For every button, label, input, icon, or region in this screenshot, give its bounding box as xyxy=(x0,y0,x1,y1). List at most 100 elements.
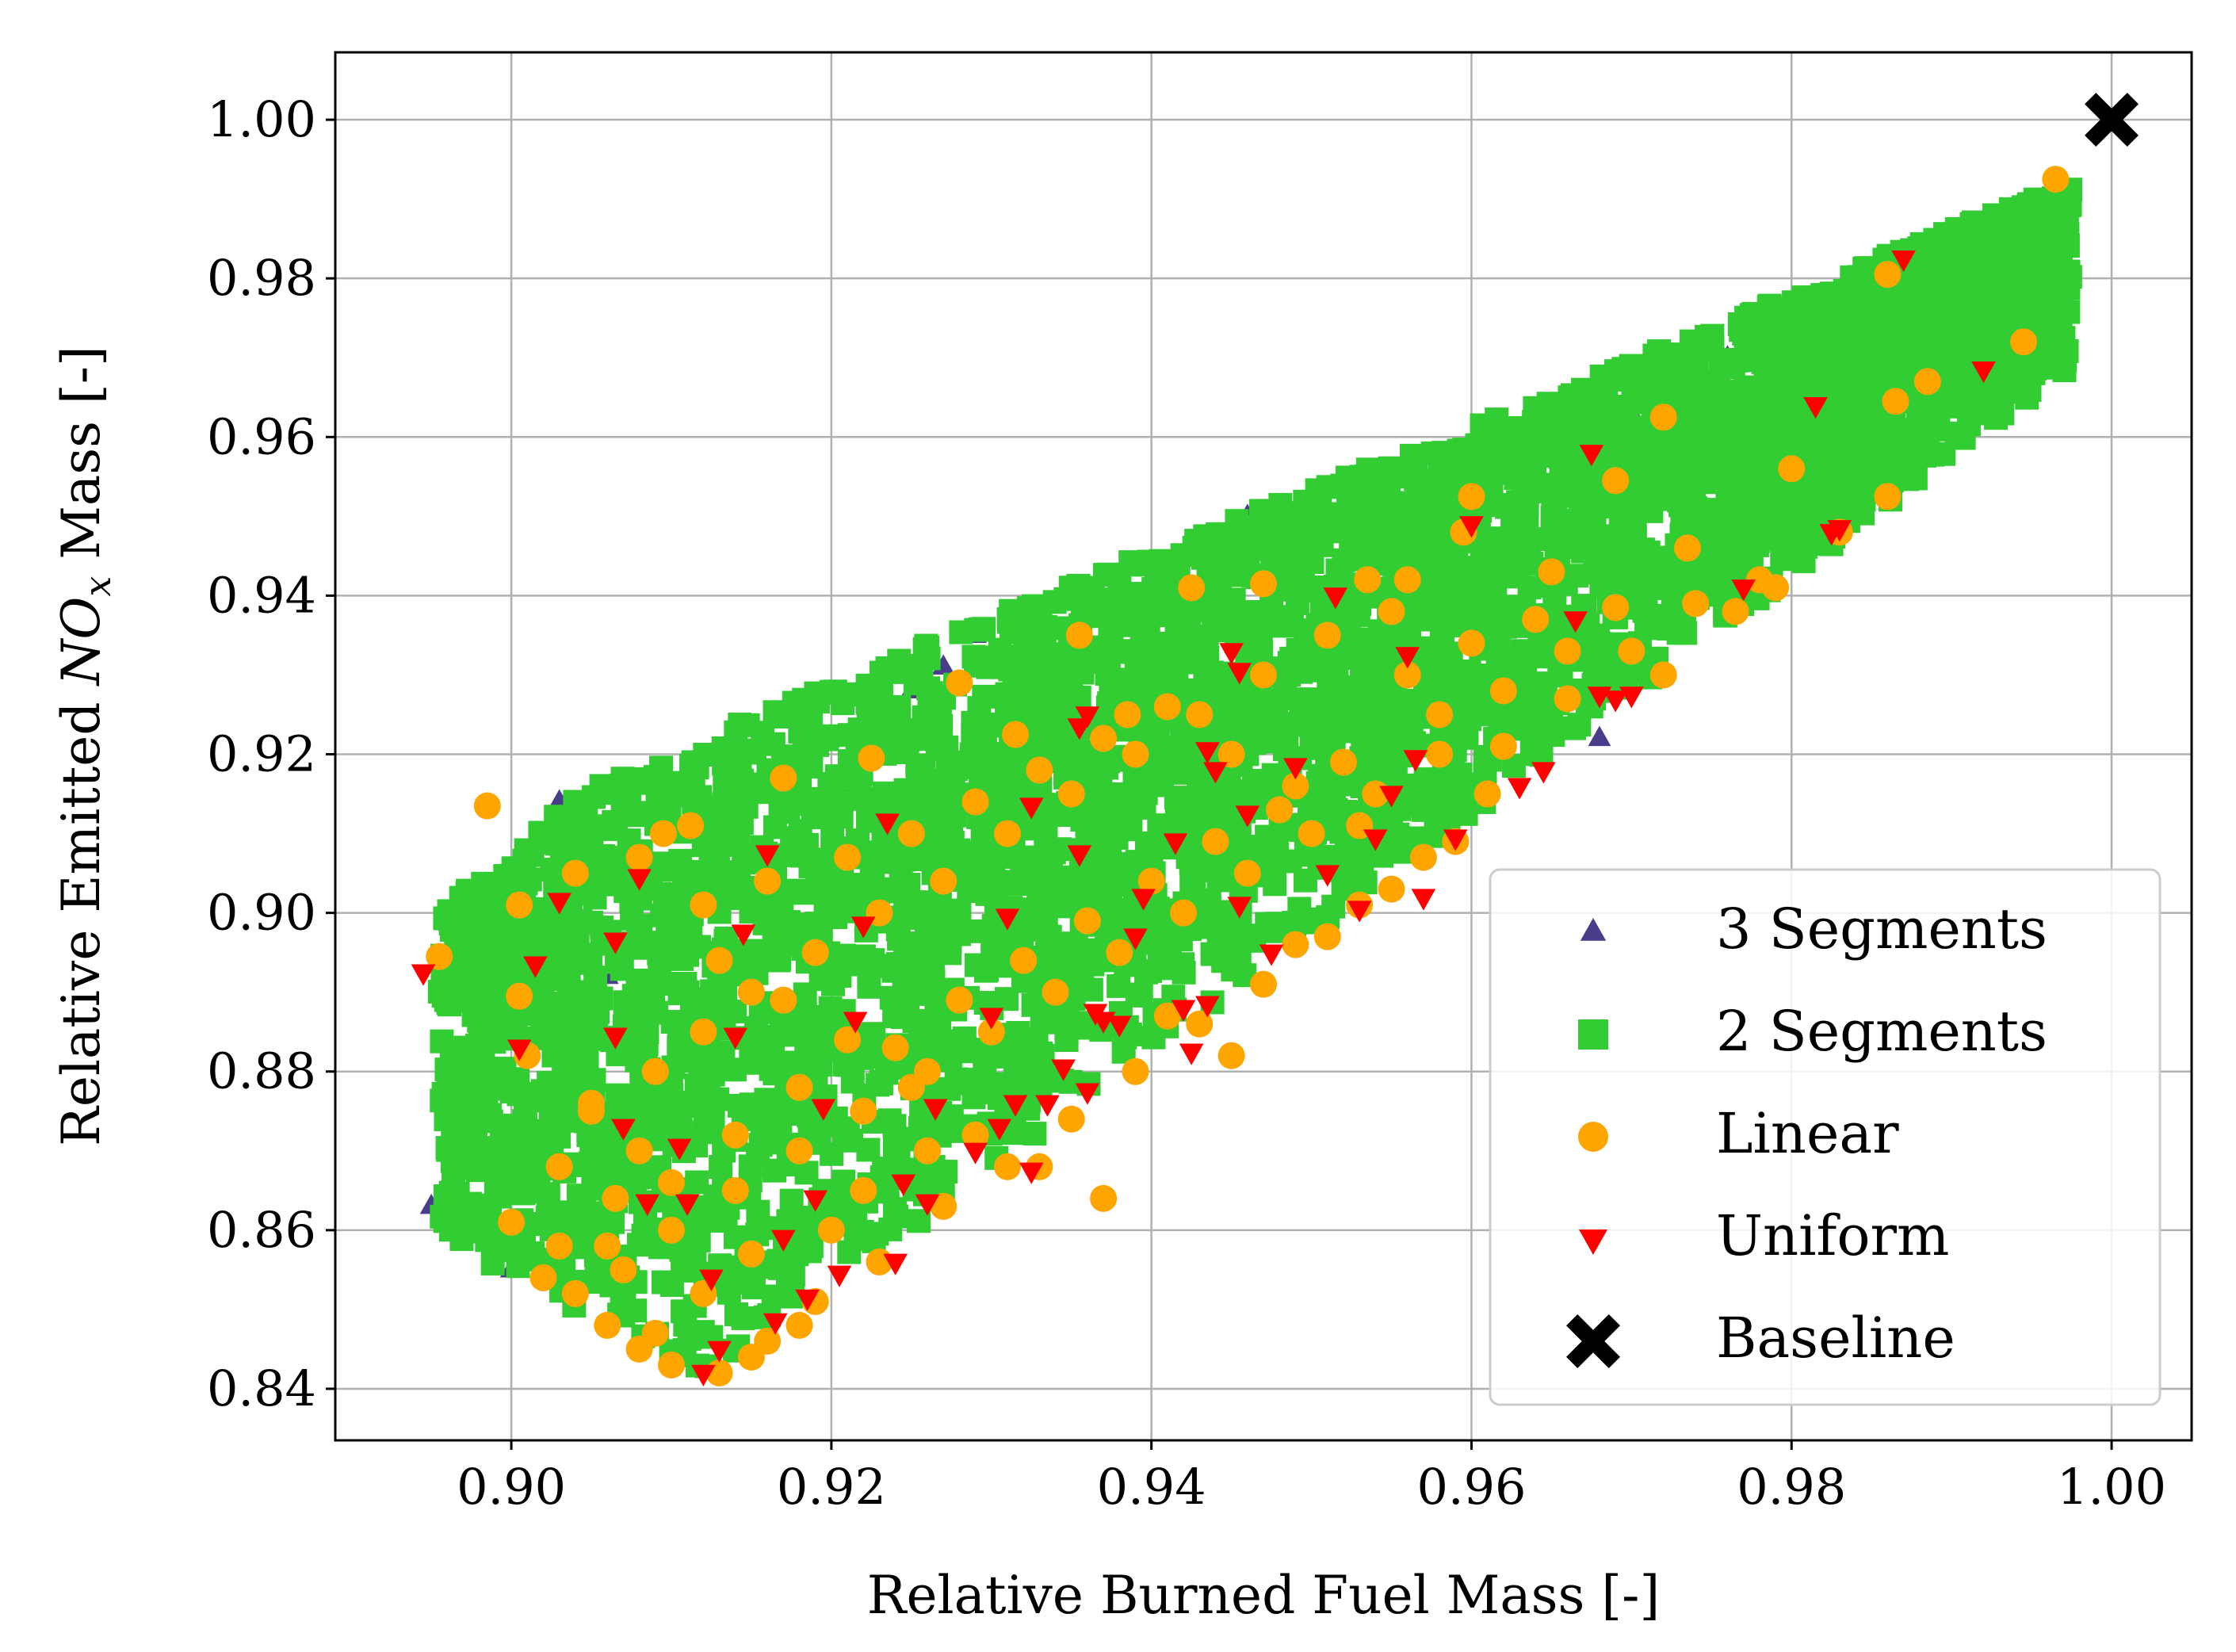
point-2-segments xyxy=(501,856,526,881)
point-2-segments xyxy=(1770,547,1795,572)
point-2-segments xyxy=(483,1065,507,1089)
legend: 3 Segments 2 Segments Linear Uniform Bas… xyxy=(1489,868,2161,1406)
point-2-segments xyxy=(1141,660,1165,684)
point-uniform xyxy=(1827,520,1852,542)
point-2-segments xyxy=(1541,723,1565,748)
point-uniform xyxy=(1019,797,1044,820)
point-2-segments xyxy=(1753,353,1778,377)
point-2-segments xyxy=(612,1285,636,1310)
point-2-segments xyxy=(2028,205,2053,229)
point-2-segments xyxy=(1680,420,1705,445)
point-2-segments xyxy=(701,845,726,870)
point-2-segments xyxy=(978,765,1003,790)
point-2-segments xyxy=(1457,659,1481,683)
point-linear xyxy=(1682,590,1710,618)
point-linear xyxy=(1137,867,1165,895)
point-linear xyxy=(1065,621,1093,649)
point-2-segments xyxy=(671,1299,695,1324)
point-2-segments xyxy=(937,790,961,814)
point-2-segments xyxy=(553,1204,578,1229)
point-linear xyxy=(1473,780,1501,808)
legend-marker-baseline xyxy=(1566,1314,1620,1368)
point-2-segments xyxy=(2055,234,2080,258)
point-2-segments xyxy=(905,756,930,781)
point-uniform xyxy=(1563,611,1588,633)
point-2-segments xyxy=(973,1063,997,1088)
point-linear xyxy=(721,1121,749,1149)
point-2-segments xyxy=(493,1113,518,1138)
point-uniform xyxy=(883,1253,908,1275)
point-2-segments xyxy=(1391,690,1416,714)
y-axis-title-subscript: x xyxy=(76,576,119,597)
point-linear xyxy=(1522,606,1550,633)
point-2-segments xyxy=(1236,834,1261,859)
point-2-segments xyxy=(440,1094,464,1119)
point-uniform xyxy=(1171,1000,1196,1022)
point-2-segments xyxy=(1797,491,1821,515)
point-linear xyxy=(801,939,829,966)
point-2-segments xyxy=(873,839,898,863)
point-uniform xyxy=(1971,361,1996,384)
point-linear xyxy=(1106,939,1133,966)
point-2-segments xyxy=(1337,509,1362,533)
x-tick-label: 0.98 xyxy=(1737,1458,1846,1516)
point-2-segments xyxy=(919,1032,944,1057)
point-linear xyxy=(578,1097,606,1125)
point-2-segments xyxy=(1477,556,1502,581)
point-2-segments xyxy=(685,1170,709,1195)
point-2-segments xyxy=(620,1089,644,1114)
point-2-segments xyxy=(1404,467,1428,491)
point-linear xyxy=(770,764,797,792)
point-2-segments xyxy=(1370,663,1395,688)
point-2-segments xyxy=(1215,529,1240,553)
point-2-segments xyxy=(795,732,820,757)
point-linear xyxy=(754,867,782,895)
point-linear xyxy=(1122,740,1149,768)
point-2-segments xyxy=(892,976,916,1000)
legend-marker-2-segments xyxy=(1578,1019,1608,1050)
point-linear xyxy=(657,1168,685,1196)
point-2-segments xyxy=(1684,496,1708,521)
point-linear xyxy=(498,1208,526,1236)
point-uniform xyxy=(1891,250,1916,273)
point-uniform xyxy=(923,1099,948,1121)
point-linear xyxy=(1913,368,1941,396)
point-2-segments xyxy=(717,1280,741,1305)
point-linear xyxy=(785,1311,813,1339)
point-uniform xyxy=(1379,786,1404,808)
point-linear xyxy=(2042,166,2070,193)
point-2-segments xyxy=(727,1093,751,1118)
point-2-segments xyxy=(679,996,704,1020)
point-2-segments xyxy=(2034,328,2058,353)
point-uniform xyxy=(811,1099,836,1121)
point-2-segments xyxy=(586,814,610,839)
point-2-segments xyxy=(720,745,744,770)
point-uniform xyxy=(987,1119,1012,1141)
point-2-segments xyxy=(457,929,482,954)
point-2-segments xyxy=(1156,603,1181,628)
point-2-segments xyxy=(1192,634,1217,659)
point-linear xyxy=(914,1137,942,1164)
point-2-segments xyxy=(439,1048,464,1073)
point-2-segments xyxy=(782,690,806,715)
point-linear xyxy=(1458,483,1485,511)
point-uniform xyxy=(699,1269,724,1291)
point-uniform xyxy=(675,1194,700,1216)
point-linear xyxy=(1618,637,1645,665)
point-2-segments xyxy=(1435,561,1459,586)
baseline-layer xyxy=(2085,93,2139,147)
point-2-segments xyxy=(995,987,1019,1011)
point-2-segments xyxy=(1367,512,1392,537)
point-linear xyxy=(737,1343,765,1371)
legend-label-2-segments: 2 Segments xyxy=(1716,999,2047,1064)
point-2-segments xyxy=(1846,306,1871,331)
point-2-segments xyxy=(768,800,793,824)
point-2-segments xyxy=(731,1306,755,1330)
point-uniform xyxy=(1195,996,1220,1018)
point-uniform xyxy=(1443,829,1468,851)
point-2-segments xyxy=(1334,835,1359,859)
point-2-segments xyxy=(506,1149,530,1174)
point-2-segments xyxy=(797,1046,821,1071)
point-2-segments xyxy=(894,1005,919,1030)
point-2-segments xyxy=(862,1022,886,1046)
